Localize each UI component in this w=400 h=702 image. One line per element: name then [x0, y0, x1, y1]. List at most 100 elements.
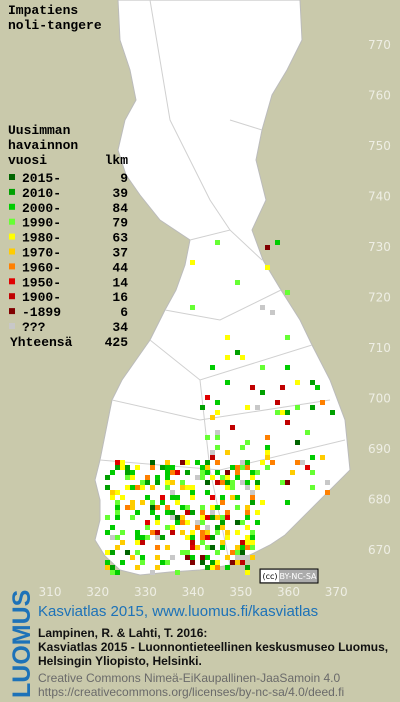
grid-square — [130, 485, 135, 490]
grid-square — [200, 560, 205, 565]
legend-swatch — [9, 218, 15, 225]
grid-square — [150, 510, 155, 515]
grid-square — [110, 490, 115, 495]
grid-square — [145, 480, 150, 485]
grid-square — [140, 485, 145, 490]
grid-square — [175, 520, 180, 525]
grid-square — [200, 510, 205, 515]
legend-label: 1980- — [22, 231, 61, 246]
grid-square — [180, 530, 185, 535]
grid-square — [265, 450, 270, 455]
grid-square — [215, 550, 220, 555]
citation-line: Lampinen, R. & Lahti, T. 2016: — [38, 626, 207, 640]
grid-square — [235, 520, 240, 525]
grid-square — [305, 465, 310, 470]
license-code: BY-NC-SA — [279, 572, 317, 581]
legend-count: 79 — [112, 216, 128, 231]
grid-square — [175, 470, 180, 475]
grid-square — [215, 515, 220, 520]
grid-square — [315, 385, 320, 390]
legend-count: 84 — [112, 201, 128, 216]
title-line: noli-tangere — [8, 18, 102, 33]
grid-square — [255, 405, 260, 410]
grid-square — [120, 460, 125, 465]
grid-square — [110, 495, 115, 500]
grid-square — [115, 515, 120, 520]
grid-square — [110, 470, 115, 475]
legend-swatch — [9, 203, 15, 210]
grid-square — [235, 350, 240, 355]
grid-square — [135, 530, 140, 535]
grid-square — [155, 480, 160, 485]
grid-square — [265, 265, 270, 270]
grid-square — [265, 465, 270, 470]
grid-square — [225, 510, 230, 515]
grid-square — [205, 460, 210, 465]
legend-label: ??? — [22, 320, 46, 335]
grid-square — [250, 500, 255, 505]
grid-square — [230, 465, 235, 470]
legend-swatch — [9, 278, 15, 285]
grid-square — [170, 555, 175, 560]
grid-square — [260, 305, 265, 310]
legend-label: 1900- — [22, 290, 61, 305]
grid-square — [250, 540, 255, 545]
grid-square — [115, 510, 120, 515]
grid-square — [115, 460, 120, 465]
count-header: lkm — [105, 153, 129, 168]
grid-square — [180, 480, 185, 485]
grid-square — [180, 485, 185, 490]
grid-square — [135, 540, 140, 545]
grid-square — [225, 475, 230, 480]
grid-square — [135, 535, 140, 540]
citation-line: Kasviatlas 2015 - Luonnontieteellinen ke… — [38, 640, 388, 654]
title-line: Impatiens — [8, 3, 78, 18]
grid-square — [190, 560, 195, 565]
grid-square — [140, 480, 145, 485]
grid-square — [220, 525, 225, 530]
grid-square — [105, 550, 110, 555]
grid-square — [235, 550, 240, 555]
grid-square — [210, 515, 215, 520]
occurrence-grid — [105, 240, 335, 575]
y-coord-label: 770 — [368, 38, 391, 52]
grid-square — [200, 505, 205, 510]
grid-square — [205, 395, 210, 400]
grid-square — [125, 465, 130, 470]
grid-square — [190, 555, 195, 560]
finland-outline — [94, 0, 351, 576]
grid-square — [155, 535, 160, 540]
grid-square — [215, 470, 220, 475]
grid-square — [155, 555, 160, 560]
grid-square — [200, 530, 205, 535]
grid-square — [140, 500, 145, 505]
grid-square — [285, 480, 290, 485]
legend-count: 9 — [120, 171, 128, 186]
legend-count: 6 — [120, 305, 128, 320]
grid-square — [165, 485, 170, 490]
grid-square — [310, 405, 315, 410]
legend-swatch — [9, 293, 15, 300]
grid-square — [220, 540, 225, 545]
grid-square — [185, 460, 190, 465]
grid-square — [155, 530, 160, 535]
grid-square — [285, 365, 290, 370]
legend-header: havainnon — [8, 138, 78, 153]
grid-square — [215, 445, 220, 450]
grid-square — [225, 535, 230, 540]
grid-square — [215, 530, 220, 535]
grid-square — [285, 500, 290, 505]
grid-square — [175, 515, 180, 520]
atlas-link[interactable]: Kasviatlas 2015, www.luomus.fi/kasviatla… — [38, 603, 318, 620]
y-coord-label: 710 — [368, 341, 391, 355]
grid-square — [210, 535, 215, 540]
grid-square — [160, 495, 165, 500]
grid-square — [175, 495, 180, 500]
grid-square — [245, 465, 250, 470]
grid-square — [230, 495, 235, 500]
grid-square — [280, 410, 285, 415]
grid-square — [235, 505, 240, 510]
grid-square — [295, 380, 300, 385]
x-coord-label: 360 — [277, 585, 300, 599]
